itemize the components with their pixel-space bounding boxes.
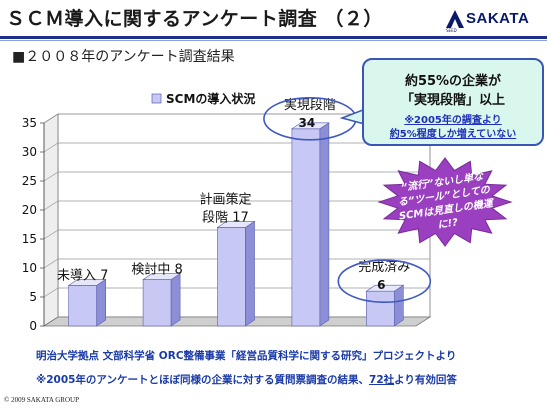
legend-label: SCMの導入状況	[166, 91, 255, 106]
callout-line-2: 「実現段階」以上	[400, 93, 505, 108]
bar-top	[142, 273, 182, 280]
header-rule-thin	[0, 40, 547, 41]
y-tick-label: 10	[22, 261, 37, 275]
highlight-ring	[337, 259, 432, 304]
bar-top	[216, 221, 256, 228]
bar-label-category: 完成済み	[358, 259, 410, 275]
bar-side	[170, 273, 181, 327]
logo-text: SAKATA	[466, 10, 530, 27]
gridline	[43, 113, 430, 124]
bar-side	[319, 122, 330, 327]
y-tick-label: 25	[22, 174, 37, 188]
bar-side	[96, 278, 106, 327]
sakata-logo: SAKATA SEED	[444, 6, 544, 36]
bar-5	[365, 284, 405, 327]
y-tick-label: 15	[22, 232, 37, 246]
callout-line-3: ※2005年の調査より	[404, 115, 502, 126]
bar-label-category: 検討中 8	[131, 262, 182, 278]
survey-note: ※2005年のアンケートとほぼ同様の企業に対する質問票調査の結果、72社より有効…	[36, 372, 457, 387]
bar-front	[68, 285, 97, 327]
y-tick-label: 35	[22, 116, 37, 130]
bar-front	[365, 290, 395, 327]
page-title: ＳＣＭ導入に関するアンケート調査 （２）	[6, 8, 383, 30]
bar-front	[217, 227, 246, 327]
callout-line-4: 約5%程度しか増えていない	[389, 129, 517, 140]
callout-line-1: 約55%の企業が	[404, 74, 502, 89]
bar-1	[67, 278, 107, 327]
source-note: 明治大学拠点 文部科学省 ORC整備事業「経営品質科学に関する研究」プロジェクト…	[36, 350, 457, 362]
bar-front	[142, 279, 172, 327]
y-tick-label: 30	[22, 145, 37, 159]
bar-label-category-cont: 段階 17	[202, 210, 249, 225]
bar-top	[365, 284, 405, 292]
bar-front	[291, 128, 321, 327]
bar-label-value: 6	[377, 278, 385, 292]
survey-note-post: より有効回答	[394, 374, 457, 386]
bar-label-value: 34	[299, 116, 316, 130]
bar-3	[216, 220, 256, 327]
bar-label-category: 未導入 7	[57, 268, 108, 283]
bar-side	[393, 284, 404, 327]
y-tick-label: 5	[29, 290, 37, 304]
copyright: © 2009 SAKATA GROUP	[4, 396, 79, 404]
bar-label-category: 計画策定	[199, 191, 251, 207]
chart-legend: SCMの導入状況	[151, 91, 255, 106]
y-tick-label: 0	[29, 319, 37, 333]
bar-top	[290, 122, 330, 130]
bar-top	[67, 279, 107, 286]
header-rule	[0, 36, 547, 39]
survey-count: 72社	[369, 374, 395, 386]
bar-label-category: 実現段階	[284, 97, 336, 113]
chart-side-wall	[43, 113, 59, 327]
logo-sub: SEED	[446, 28, 457, 33]
y-tick-label: 20	[22, 203, 37, 217]
bar-side	[245, 220, 255, 327]
survey-note-pre: ※2005年のアンケートとほぼ同様の企業に対する質問票調査の結果、	[36, 374, 370, 386]
section-subtitle: ■２００８年のアンケート調査結果	[12, 49, 235, 65]
logo-mark-icon	[446, 10, 464, 28]
bar-2	[142, 273, 182, 327]
legend-swatch	[151, 93, 162, 104]
chart-bars	[67, 122, 405, 327]
y-axis-ticks: 0 5 10 15 20 25 30 35	[22, 116, 45, 333]
burst-star	[377, 157, 513, 247]
summary-callout: 約55%の企業が 「実現段階」以上 ※2005年の調査より 約5%程度しか増えて…	[362, 58, 544, 146]
bar-4	[290, 122, 330, 327]
